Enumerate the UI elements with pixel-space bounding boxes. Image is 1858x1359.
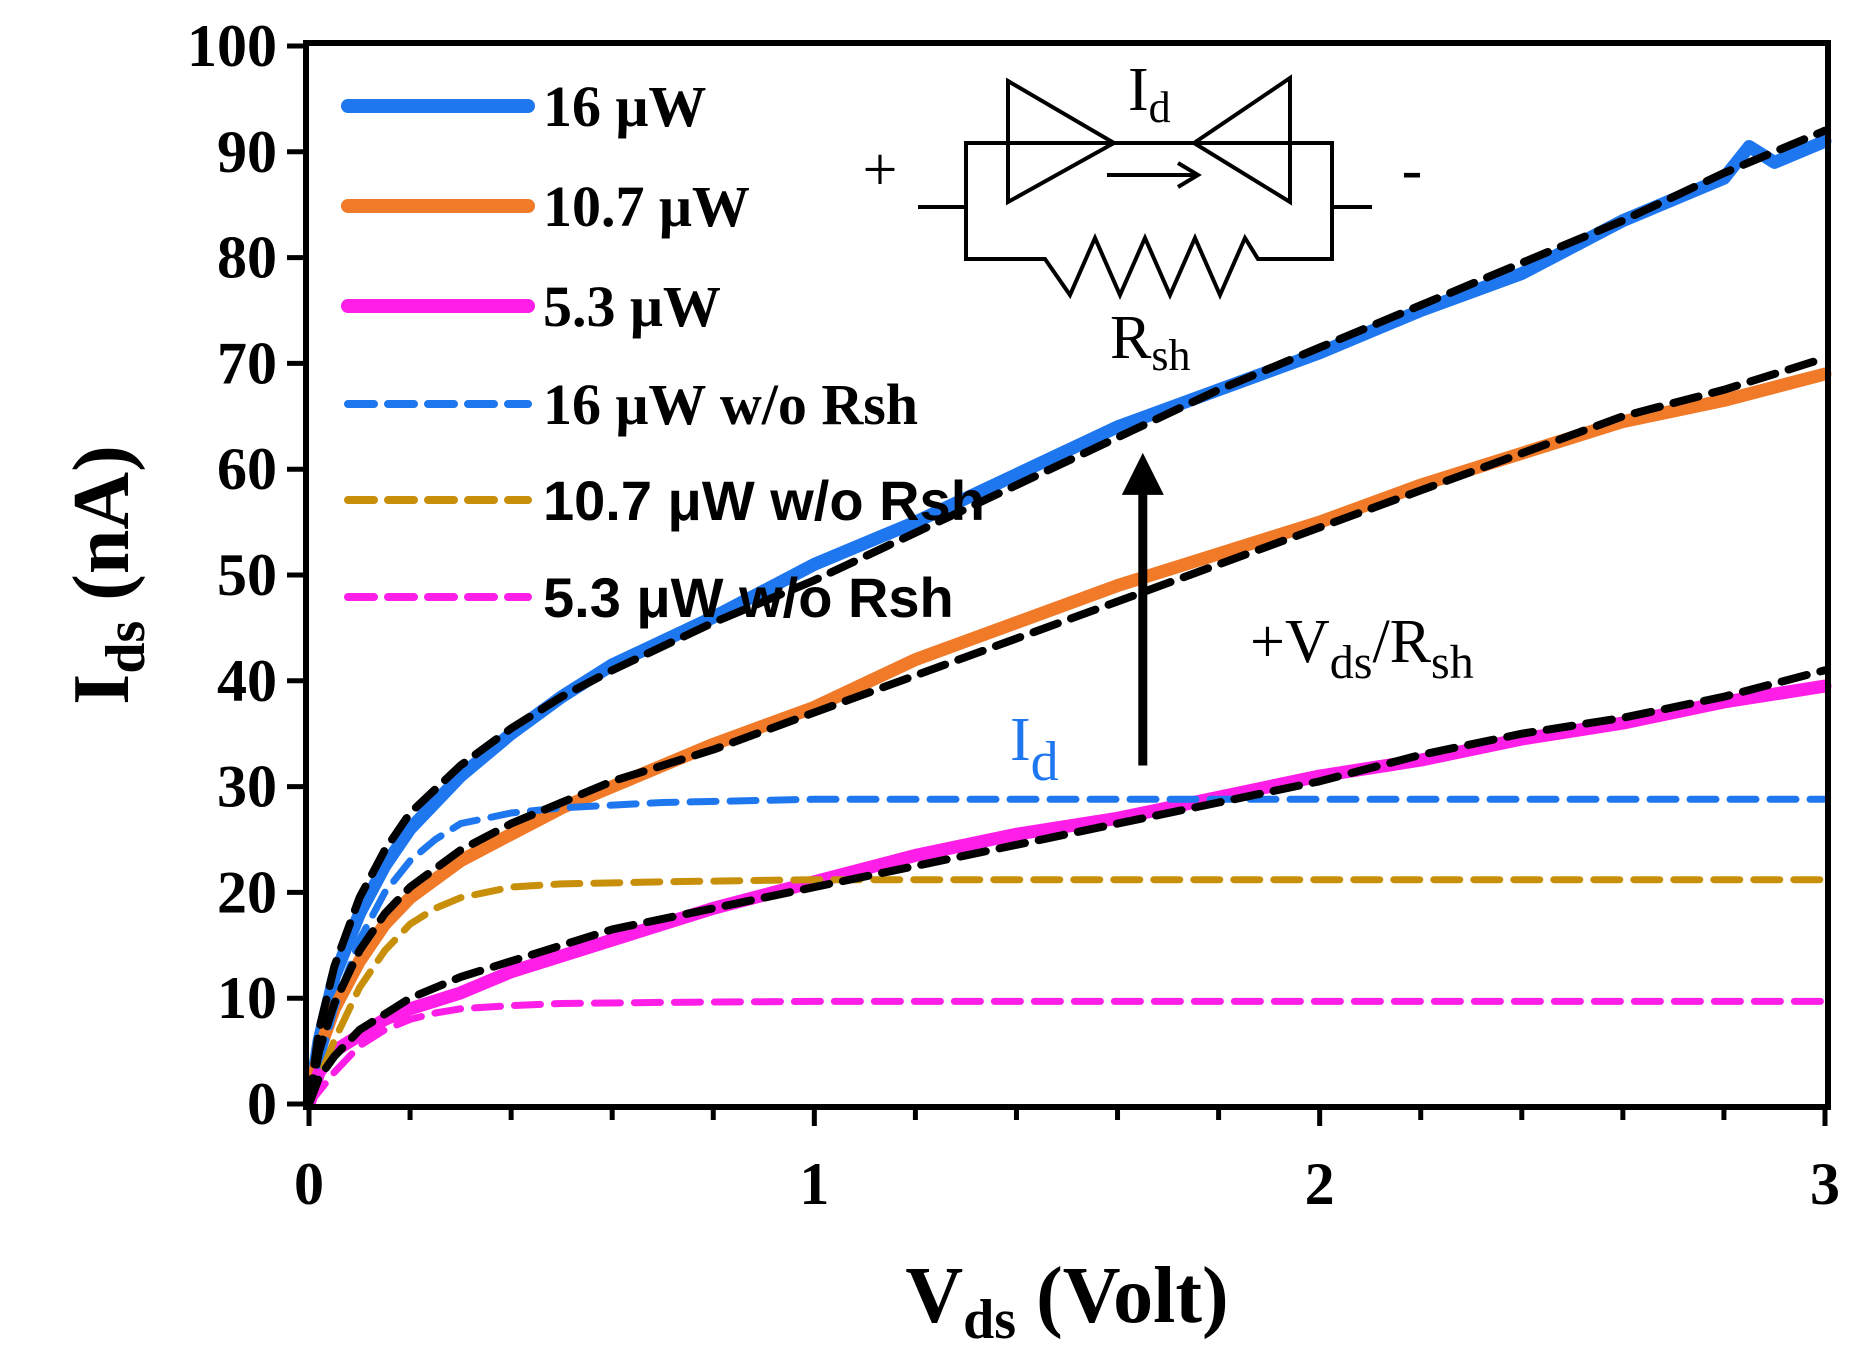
circuit-diagram [918,74,1372,300]
y-axis-title-main: I [58,674,146,705]
series-line-1 [302,367,1832,1111]
circuit-top-wire [964,141,1334,207]
series-line-5 [305,997,1829,1108]
y-tick-label-0: 0 [247,1071,277,1137]
shunt-term-label: +Vds/Rsh [1250,608,1474,689]
legend-label-1: 10.7 μW [543,174,750,239]
circuit-diode-right [1190,74,1292,206]
circuit-resistor-sub: sh [1151,331,1190,380]
circuit-minus: - [1402,136,1423,204]
legend-label-4: 10.7 μW w/o Rsh [543,469,985,532]
circuit-diode-left [1006,77,1119,206]
y-tick-label-4: 40 [217,648,277,714]
shunt-term-prefix: +V [1250,608,1330,676]
series-layer [302,126,1832,1111]
shunt-term-sub1: ds [1330,636,1373,689]
diode-current-sub: d [1031,731,1059,793]
y-tick-label-10: 100 [187,13,277,79]
y-axis-title-rest: (nA) [58,445,146,621]
x-axis-title-sub: ds [963,1289,1016,1351]
circuit-current-label: Id [1128,56,1171,132]
circuit-current-arrow [1107,161,1202,189]
y-tick-label-1: 10 [217,965,277,1031]
y-tick-label-7: 70 [217,330,277,396]
legend-label-2: 5.3 μW [543,274,721,339]
circuit-resistor-main: R [1110,304,1152,372]
shunt-term-sub2: sh [1431,636,1474,689]
series-line-7 [305,354,1829,1108]
series-line-8 [305,666,1829,1108]
y-tick-label-3: 30 [217,754,277,820]
legend-label-0: 16 μW [543,74,706,139]
diode-current-main: I [1010,706,1031,774]
series-line-4 [305,876,1829,1108]
plot-frame [303,40,1831,1110]
diode-current-label: Id [1010,706,1059,793]
circuit-current-sub: d [1149,83,1171,132]
x-tick-label-3: 3 [1810,1151,1840,1217]
series-line-6 [305,126,1829,1108]
x-tick-label-1: 1 [799,1151,829,1217]
shunt-term-mid: /R [1372,608,1431,676]
y-tick-label-2: 20 [217,859,277,925]
x-axis-title: Vds (Volt) [905,1252,1228,1351]
axis-ticks: 0 10 20 30 40 50 60 70 80 90 100 0 1 2 3 [187,13,1840,1217]
x-axis-title-main: V [905,1252,963,1340]
y-tick-label-9: 90 [217,119,277,185]
legend-label-3: 16 μW w/o Rsh [543,372,918,437]
y-tick-label-5: 50 [217,542,277,608]
y-tick-label-8: 80 [217,225,277,291]
circuit-resistor-label: Rsh [1110,304,1190,380]
x-tick-label-0: 0 [294,1151,324,1217]
circuit-bottom-wire [964,207,1334,300]
legend-label-5: 5.3 μW w/o Rsh [543,566,954,629]
y-axis-title: Ids (nA) [58,445,157,705]
x-axis-title-rest: (Volt) [1016,1252,1229,1340]
legend: 16 μW 10.7 μW 5.3 μW 16 μW w/o Rsh 10.7 μW w… [341,74,985,629]
series-line-2 [302,679,1832,1111]
y-tick-label-6: 60 [217,436,277,502]
circuit-current-main: I [1128,56,1149,124]
y-axis-title-sub: ds [95,621,157,674]
x-tick-label-2: 2 [1305,1151,1335,1217]
circuit-plus: + [863,136,898,204]
